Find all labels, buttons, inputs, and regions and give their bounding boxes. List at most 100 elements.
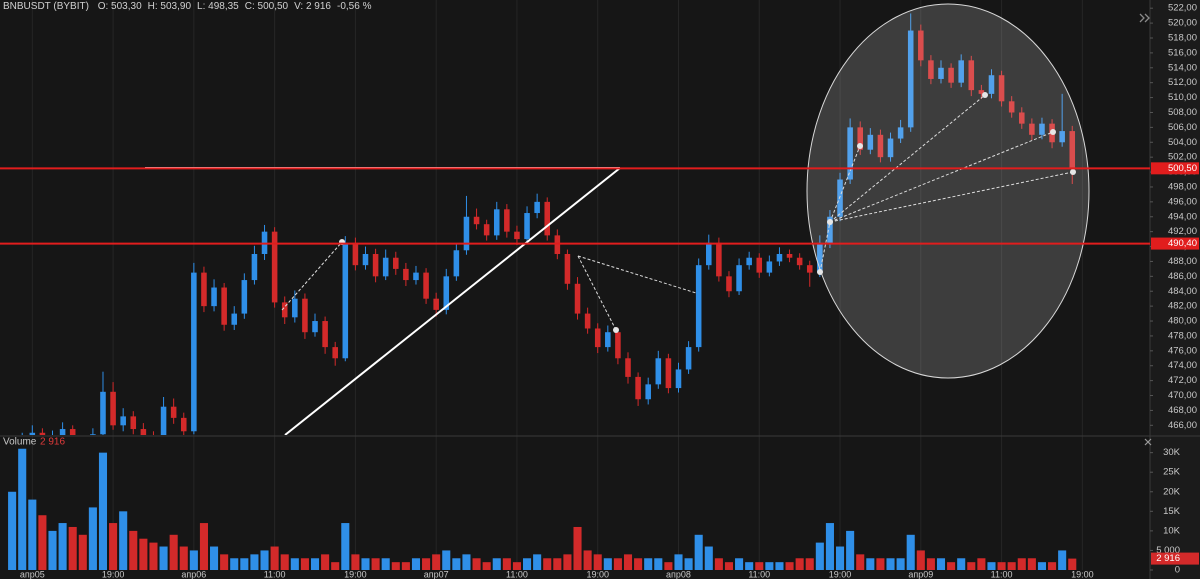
volume-bar xyxy=(1017,558,1026,570)
candle-body xyxy=(514,231,520,240)
candle-body xyxy=(655,358,662,385)
trend-line xyxy=(284,167,621,435)
volume-bar xyxy=(260,550,269,570)
volume-bar xyxy=(411,558,421,570)
anchor-dot xyxy=(817,269,823,275)
volume-bar xyxy=(674,554,683,570)
volume-bar xyxy=(1058,550,1067,570)
candle-body xyxy=(958,60,964,83)
candle-body xyxy=(675,369,682,389)
volume-bar xyxy=(139,538,148,570)
price-tag xyxy=(1151,162,1199,175)
volume-bar xyxy=(68,526,77,570)
candle-body xyxy=(201,272,207,307)
volume-bar xyxy=(825,523,834,570)
anchor-dot xyxy=(1050,129,1056,135)
volume-bar xyxy=(432,554,441,570)
volume-bar xyxy=(694,534,703,570)
y-tick-label: 470,00 xyxy=(1168,390,1197,401)
candle-body xyxy=(968,60,975,91)
drawings xyxy=(145,3,1090,435)
candle-body xyxy=(796,257,803,266)
y-tick-label: 486,00 xyxy=(1168,271,1197,282)
candle-body xyxy=(332,347,338,359)
volume-bar xyxy=(1037,562,1047,570)
chevron[interactable] xyxy=(1139,13,1145,23)
y-tick-label: 496,00 xyxy=(1168,196,1197,207)
expand-icon[interactable] xyxy=(1139,13,1150,23)
candle-body xyxy=(110,391,116,426)
volume-bar xyxy=(502,558,511,570)
anchor-dot xyxy=(1070,169,1076,175)
candle-body xyxy=(544,201,551,236)
x-tick-label: 19:00 xyxy=(344,569,367,579)
candle-body xyxy=(887,138,894,158)
volume-bar xyxy=(1007,562,1016,570)
candle-body xyxy=(281,302,288,318)
candle-body xyxy=(554,235,561,254)
volume-bar xyxy=(1068,558,1077,570)
stat: -0,56 % xyxy=(337,1,372,12)
y-tick-label: 504,00 xyxy=(1168,137,1197,148)
volume-bar xyxy=(805,558,814,570)
candle-body xyxy=(130,416,137,430)
candle-body xyxy=(837,179,843,217)
volume-bar xyxy=(88,507,97,570)
volume-tag xyxy=(1151,552,1199,565)
volume-bar xyxy=(109,523,118,570)
volume-bar xyxy=(593,554,602,570)
x-tick-label: апр06 xyxy=(181,569,206,579)
candle-body xyxy=(938,67,944,79)
candle-body xyxy=(271,231,278,303)
candle-body xyxy=(140,429,147,435)
candle-body xyxy=(433,298,439,310)
candle-body xyxy=(292,298,298,318)
volume-bar xyxy=(391,562,400,570)
close-stroke[interactable] xyxy=(1144,438,1152,446)
candle-body xyxy=(302,298,308,333)
volume-bar xyxy=(815,542,824,570)
x-tick-label: 11:00 xyxy=(748,569,770,579)
price-tag xyxy=(1151,237,1199,250)
volume-bar xyxy=(230,558,239,570)
volume-bar xyxy=(341,523,350,570)
volume-bar xyxy=(523,558,532,570)
volume-bar xyxy=(967,562,976,570)
candle-body xyxy=(766,261,773,273)
candle-body xyxy=(342,242,349,359)
x-tick-label: 19:00 xyxy=(586,569,609,579)
y-tick-label: 482,00 xyxy=(1168,301,1197,312)
stat: H: 503,90 xyxy=(147,1,192,12)
candle-body xyxy=(746,257,752,266)
header: BNBUSDT (BYBIT) O: 503,30 H: 503,90 L: 498… xyxy=(3,1,377,12)
volume-bar xyxy=(401,562,410,570)
volume-bar xyxy=(664,562,673,570)
x-tick-label: апр05 xyxy=(20,569,45,579)
x-tick-label: 11:00 xyxy=(991,569,1013,579)
volume-bar xyxy=(452,558,461,570)
y-tick-label: 468,00 xyxy=(1168,405,1197,416)
candle-body xyxy=(736,265,742,292)
volume-bar xyxy=(846,530,855,570)
volume-bar xyxy=(916,550,925,570)
y-tick-label: 484,00 xyxy=(1168,286,1197,297)
candle-body xyxy=(504,209,510,232)
candle-body xyxy=(423,272,429,299)
volume-bar xyxy=(169,534,178,570)
chevron[interactable] xyxy=(1144,13,1150,23)
price-tag-label: 490,40 xyxy=(1168,238,1197,249)
close-icon[interactable] xyxy=(1144,438,1152,446)
y-tick-label: 492,00 xyxy=(1168,226,1197,237)
volume-bar xyxy=(290,558,299,570)
volume-pane xyxy=(8,448,1077,570)
candle-body xyxy=(817,242,823,273)
candle-body xyxy=(69,429,76,435)
volume-bar xyxy=(997,562,1006,570)
candle-body xyxy=(524,213,530,240)
candle-body xyxy=(393,257,399,269)
volume-bar xyxy=(331,562,340,570)
y-tick-label: 472,00 xyxy=(1168,375,1197,386)
candle-body xyxy=(907,30,914,128)
volume-bar xyxy=(270,546,279,570)
